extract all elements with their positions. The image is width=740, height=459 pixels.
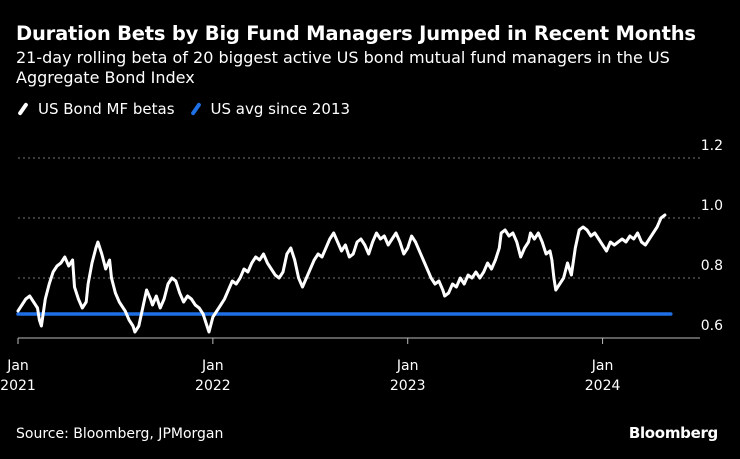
x-tick-label: 2022	[195, 378, 231, 394]
x-tick-label: Jan	[396, 358, 419, 374]
legend-item-us-avg: US avg since 2013	[189, 100, 351, 118]
x-tick-label: Jan	[591, 358, 614, 374]
x-tick-label: 2023	[390, 378, 426, 394]
source-note: Source: Bloomberg, JPMorgan	[16, 426, 224, 442]
chart-title: Duration Bets by Big Fund Managers Jumpe…	[16, 22, 696, 45]
legend-label-mf-betas: US Bond MF betas	[38, 100, 175, 118]
legend: US Bond MF betas US avg since 2013	[16, 98, 364, 120]
x-tick-label: Jan	[201, 358, 224, 374]
y-tick-label: 1.0	[701, 198, 723, 214]
y-tick-label: 1.2	[701, 138, 723, 154]
legend-item-mf-betas: US Bond MF betas	[16, 100, 175, 118]
x-tick-label: 2024	[585, 378, 621, 394]
line-chart: 0.6 0.8 1.0 1.2 Jan 2021 Jan 2022 Jan 2023 Jan 2024	[0, 138, 723, 394]
x-tick-label: Jan	[6, 358, 29, 374]
y-tick-label: 0.8	[701, 258, 723, 274]
bloomberg-logo: Bloomberg	[628, 424, 718, 442]
x-tick-label: 2021	[0, 378, 36, 394]
chart-subtitle: 21-day rolling beta of 20 biggest active…	[16, 48, 670, 87]
y-tick-label: 0.6	[701, 318, 723, 334]
series-line-mf-betas	[16, 213, 667, 334]
legend-label-us-avg: US avg since 2013	[210, 100, 351, 118]
